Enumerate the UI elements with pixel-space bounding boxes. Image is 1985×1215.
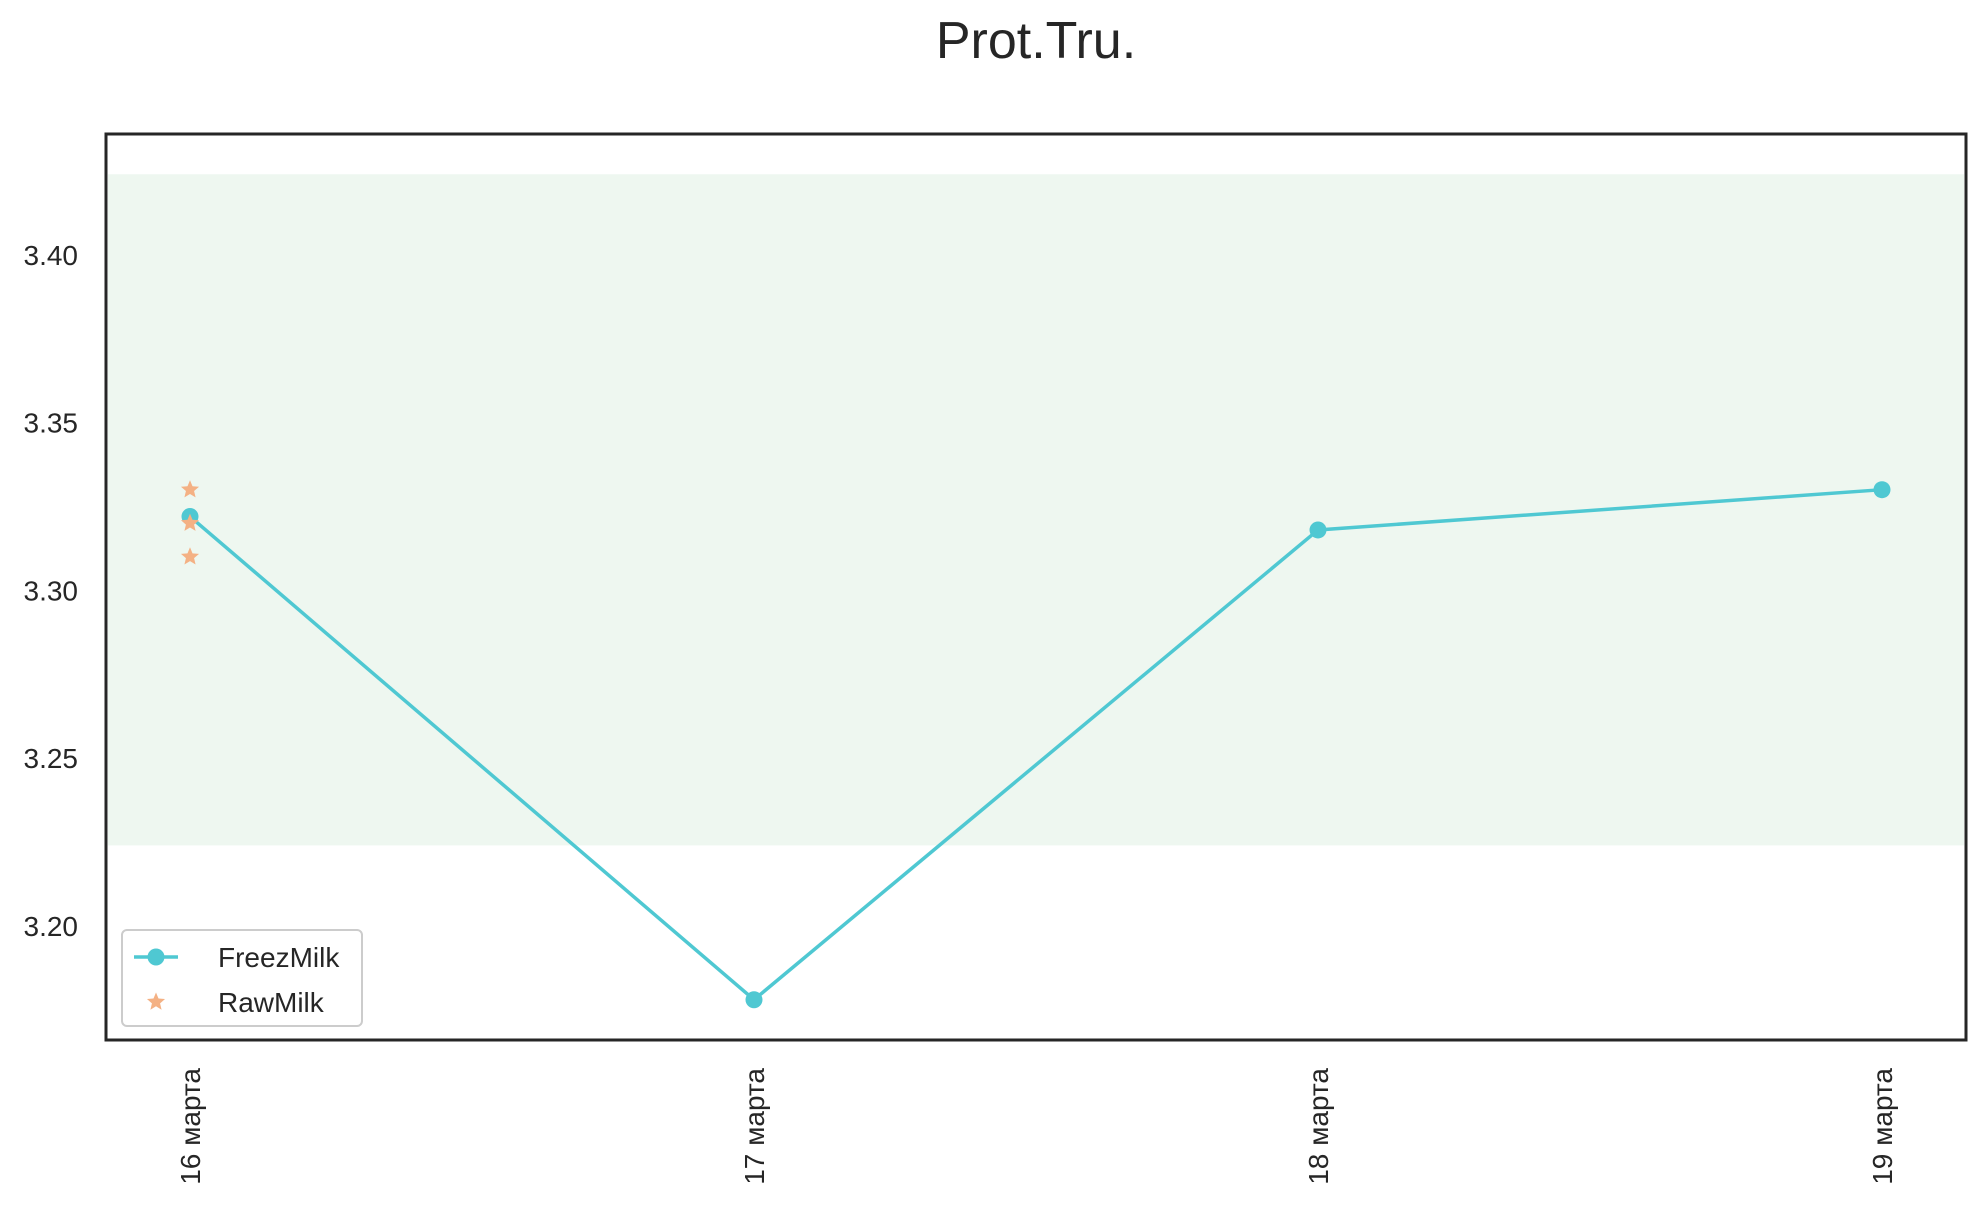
x-tick-label: 18 марта (1303, 1068, 1334, 1185)
data-point-freezmilk (1873, 481, 1891, 499)
reference-band (108, 174, 1964, 846)
x-tick-label: 19 марта (1867, 1068, 1898, 1185)
x-tick-label: 17 марта (739, 1068, 770, 1185)
data-point-freezmilk (1309, 521, 1327, 539)
y-axis: 3.20 3.25 3.30 3.35 3.40 (24, 240, 79, 942)
legend-marker-swatch (147, 948, 165, 966)
data-point-freezmilk (745, 991, 763, 1009)
legend-label: FreezMilk (218, 942, 340, 973)
data-point-rawmilk (180, 513, 200, 531)
series-layer (180, 480, 1891, 1009)
chart-title: Prot.Tru. (936, 12, 1136, 70)
legend-label: RawMilk (218, 987, 325, 1018)
data-point-rawmilk (180, 480, 200, 498)
legend-box (121, 929, 363, 1027)
plot-frame (104, 132, 1968, 1042)
x-tick-label: 16 марта (175, 1068, 206, 1185)
data-point-rawmilk (180, 547, 200, 565)
y-tick-label: 3.30 (24, 575, 79, 606)
x-axis: 16 марта 17 марта 18 марта 19 марта (175, 1068, 1898, 1185)
legend: FreezMilk RawMilk (121, 929, 363, 1027)
y-tick-label: 3.20 (24, 911, 79, 942)
y-tick-label: 3.40 (24, 240, 79, 271)
series-line-freezmilk (188, 487, 1883, 1003)
y-tick-label: 3.35 (24, 408, 79, 439)
legend-star-swatch (146, 992, 166, 1010)
y-tick-label: 3.25 (24, 743, 79, 774)
